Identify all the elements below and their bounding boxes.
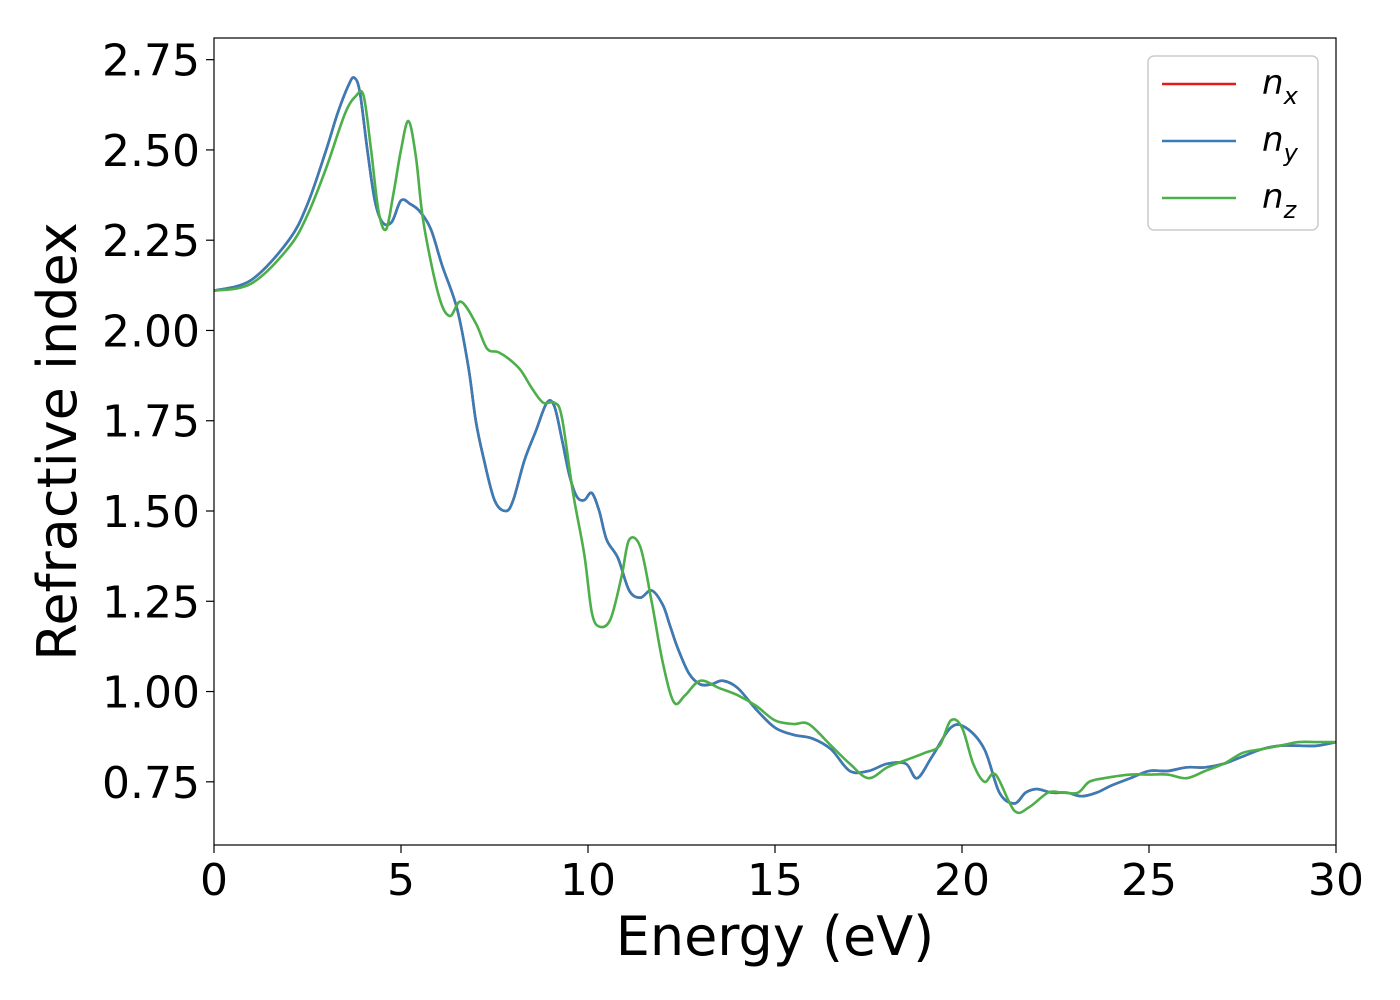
- legend: nx ny nz: [1147, 55, 1319, 231]
- x-tick-label: 5: [387, 855, 415, 906]
- y-tick-label: 2.00: [102, 306, 200, 357]
- y-axis-title: Refractive index: [26, 222, 89, 661]
- legend-box: [1147, 55, 1319, 231]
- series-line-n-y: [213, 76, 1337, 805]
- x-axis: 0 5 10 15 20 25 30: [200, 845, 1364, 906]
- x-tick-label: 20: [934, 855, 990, 906]
- y-tick-label: 2.50: [102, 126, 200, 177]
- x-tick-label: 10: [560, 855, 616, 906]
- y-axis: 0.75 1.00 1.25 1.50 1.75 2.00 2.25 2.50 2.75: [102, 36, 214, 809]
- x-axis-title: Energy (eV): [616, 905, 935, 968]
- x-tick-label: 30: [1308, 855, 1364, 906]
- y-tick-label: 2.75: [102, 36, 200, 87]
- series-layer: [213, 76, 1337, 815]
- y-tick-label: 1.25: [102, 577, 200, 628]
- legend-label-n-x: nx: [1262, 63, 1299, 110]
- y-tick-label: 0.75: [102, 758, 200, 809]
- legend-label-n-y: ny: [1262, 120, 1299, 167]
- x-tick-label: 25: [1121, 855, 1177, 906]
- legend-label-n-z: nz: [1262, 177, 1298, 224]
- y-tick-label: 2.25: [102, 216, 200, 267]
- y-tick-label: 1.75: [102, 397, 200, 448]
- x-tick-label: 0: [200, 855, 228, 906]
- y-tick-label: 1.50: [102, 487, 200, 538]
- series-line-n-z: [213, 89, 1336, 815]
- y-tick-label: 1.00: [102, 668, 200, 719]
- x-tick-label: 15: [747, 855, 803, 906]
